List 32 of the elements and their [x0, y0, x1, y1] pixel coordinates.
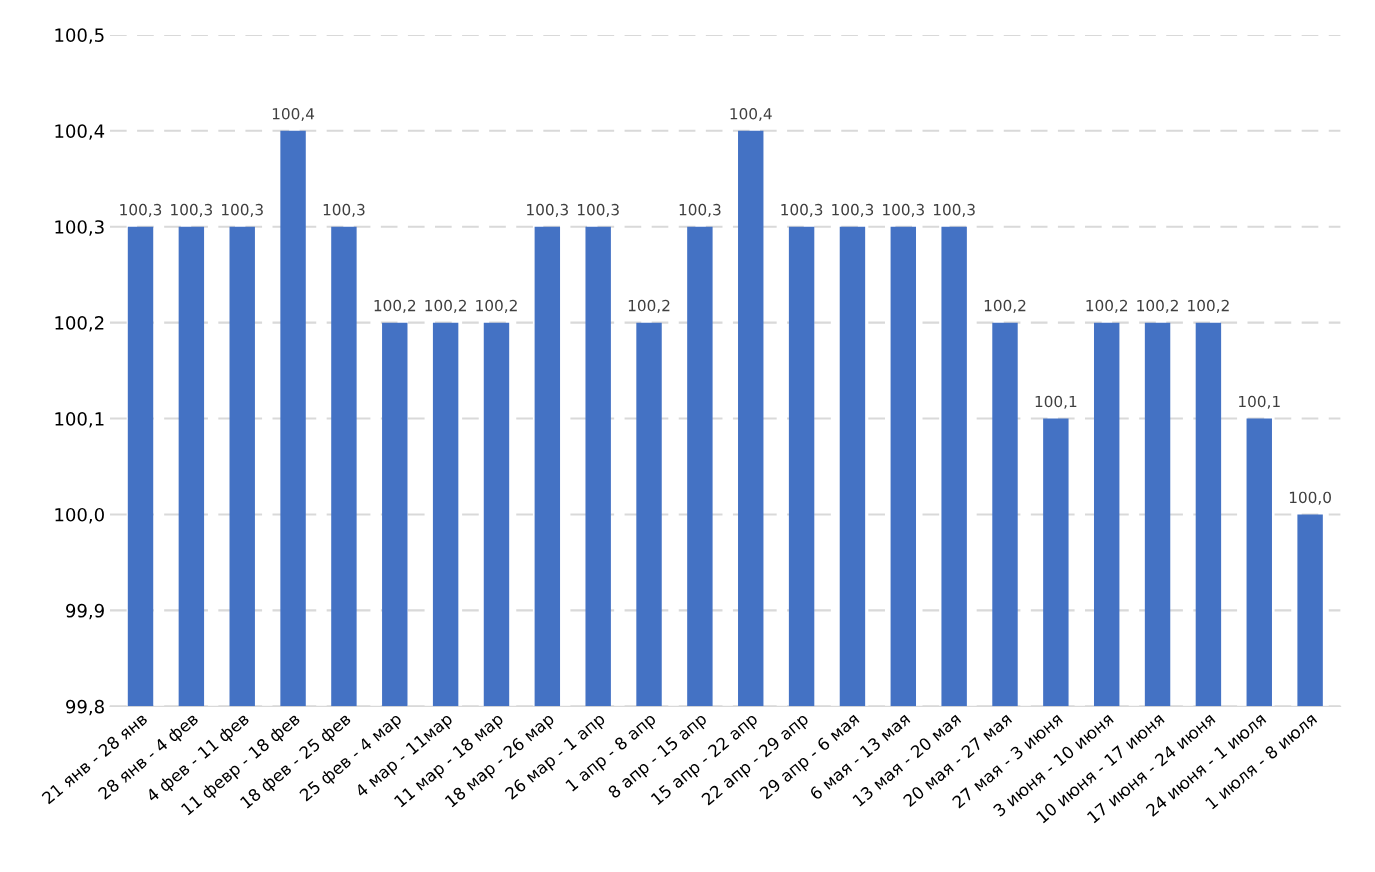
data-label: 100,2	[1137, 299, 1178, 313]
data-label: 100,3	[527, 203, 568, 217]
data-label: 100,2	[476, 299, 517, 313]
data-label: 100,2	[628, 299, 670, 313]
data-label: 100,2	[374, 299, 416, 313]
data-label: 100,2	[984, 299, 1026, 313]
y-tick-label: 99,8	[66, 699, 104, 716]
data-label: 100,3	[933, 203, 975, 217]
data-label: 100,3	[323, 203, 365, 217]
data-label: 100,3	[832, 203, 874, 217]
data-label: 100,1	[1035, 395, 1077, 409]
data-label: 100,4	[272, 107, 315, 122]
data-label: 100,3	[679, 203, 721, 217]
data-label: 100,4	[730, 107, 772, 122]
data-label: 100,3	[781, 203, 823, 217]
data-label: 100,2	[1188, 299, 1229, 313]
data-label: 100,2	[425, 299, 466, 313]
data-label: 100,3	[120, 203, 162, 217]
y-tick-label: 99,9	[66, 603, 104, 620]
y-tick-label: 100,0	[55, 507, 104, 524]
y-tick-label: 100,2	[55, 316, 104, 332]
data-label: 100,2	[1086, 299, 1128, 313]
data-label: 100,1	[1239, 395, 1280, 409]
data-label: 100,0	[1289, 491, 1331, 505]
y-tick-label: 100,3	[55, 220, 104, 236]
y-tick-label: 100,5	[55, 28, 104, 44]
data-label: 100,3	[222, 203, 263, 217]
data-label: 100,3	[171, 203, 213, 217]
y-tick-label: 100,4	[55, 124, 105, 140]
data-label: 100,3	[577, 203, 619, 217]
data-label: 100,3	[883, 203, 924, 217]
y-tick-label: 100,1	[55, 412, 104, 428]
